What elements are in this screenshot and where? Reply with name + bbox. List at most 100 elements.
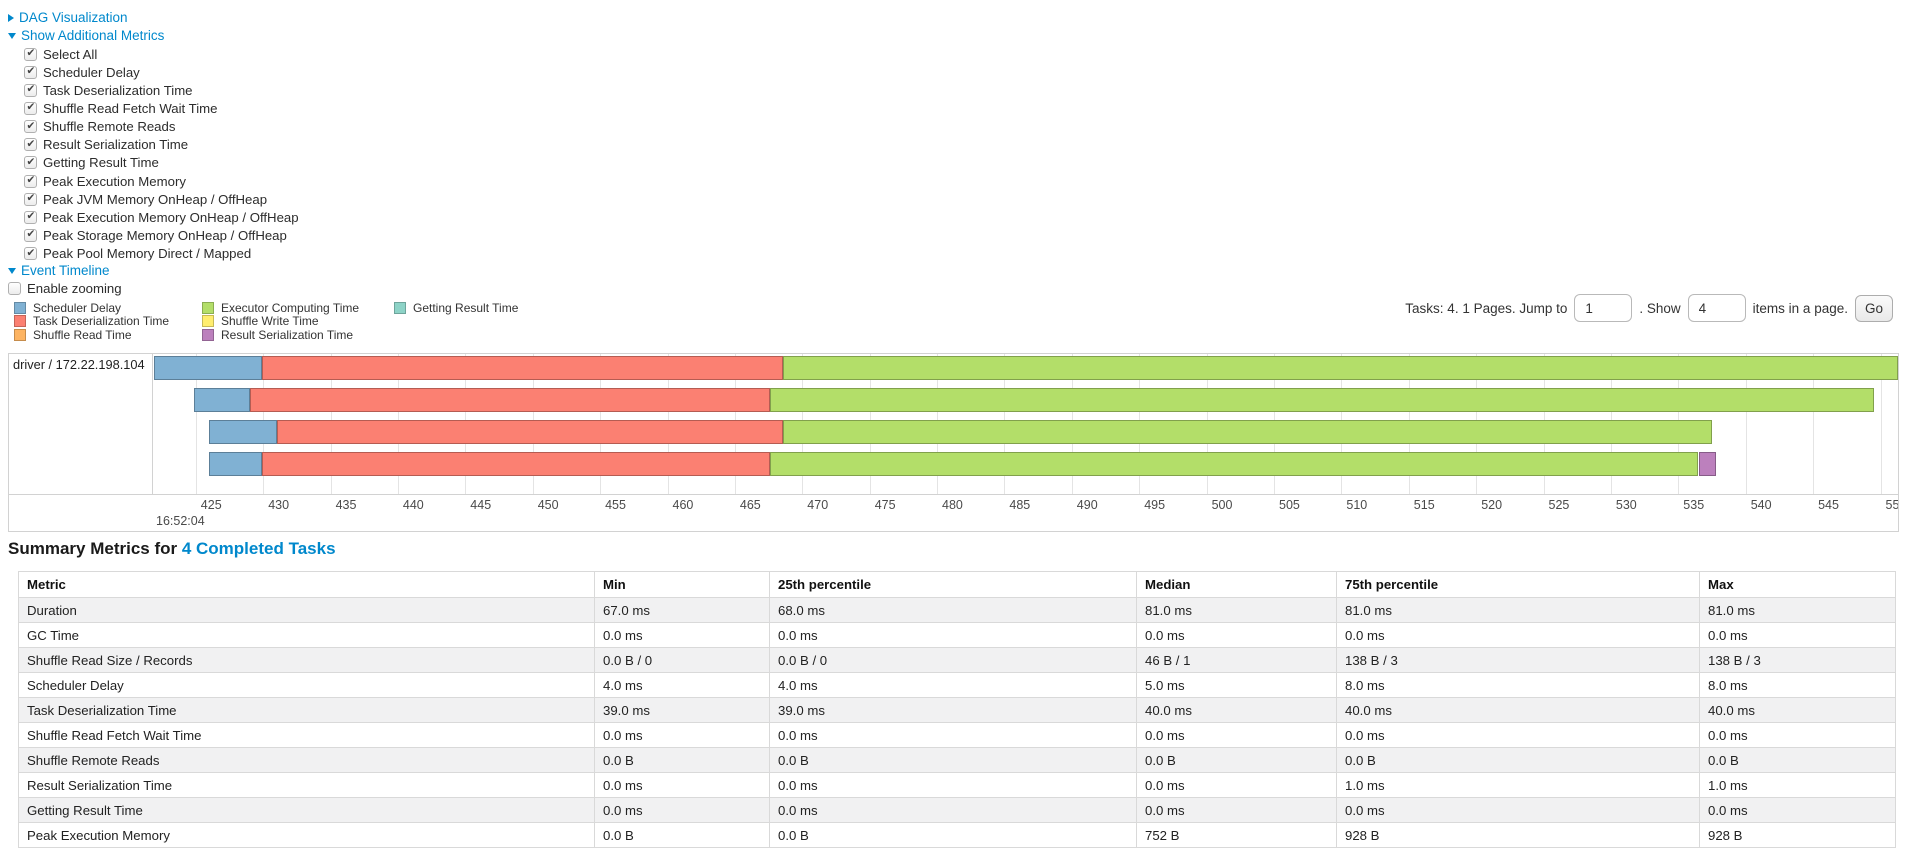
axis-tick-label: 550: [1885, 498, 1899, 512]
summary-cell: 81.0 ms: [1136, 597, 1337, 623]
metric-checkbox[interactable]: [24, 192, 37, 206]
metric-checkbox[interactable]: [24, 210, 37, 224]
axis-tick-label: 455: [605, 498, 626, 512]
metric-checkbox[interactable]: [24, 228, 37, 242]
items-per-page-input[interactable]: [1687, 294, 1746, 322]
completed-tasks-link[interactable]: 4 Completed Tasks: [181, 539, 336, 558]
task-bar-segment-executor-computing: [769, 452, 1699, 477]
summary-cell: 0.0 B: [594, 747, 770, 773]
summary-cell: 0.0 ms: [594, 772, 770, 798]
task-bar-segment-task-deserialization: [261, 452, 770, 477]
task-bar-segment-executor-computing: [783, 355, 1898, 380]
axis-tick-label: 435: [335, 498, 357, 512]
task-bar-segment-task-deserialization: [261, 355, 784, 380]
metric-checkbox-label[interactable]: Shuffle Read Fetch Wait Time: [43, 100, 218, 116]
axis-tick-label: 425: [200, 498, 222, 512]
summary-cell: Task Deserialization Time: [18, 697, 595, 723]
summary-column-header: 25th percentile: [769, 571, 1137, 598]
summary-cell: 0.0 ms: [1136, 797, 1337, 823]
axis-tick-label: 470: [807, 498, 829, 512]
metric-checkbox[interactable]: [24, 101, 37, 115]
summary-cell: Shuffle Remote Reads: [18, 747, 595, 773]
summary-table-row: Duration 67.0 ms 68.0 ms 81.0 ms 81.0 ms 81.0…: [18, 597, 1896, 623]
axis-tick-label: 440: [402, 498, 424, 512]
enable-zooming-row: Enable zooming: [8, 279, 122, 297]
metric-checkbox[interactable]: [24, 120, 37, 134]
summary-cell: 0.0 ms: [1336, 722, 1700, 748]
summary-cell: 40.0 ms: [1136, 697, 1337, 723]
summary-cell: 0.0 ms: [594, 722, 770, 748]
summary-table-row: Shuffle Read Size / Records 0.0 B / 0 0.0 …: [18, 647, 1896, 673]
axis-tick-label: 490: [1076, 498, 1098, 512]
jump-to-page-input[interactable]: [1574, 294, 1633, 322]
metric-checkbox[interactable]: [24, 174, 37, 188]
metric-checkbox-label[interactable]: Peak Pool Memory Direct / Mapped: [43, 246, 252, 262]
axis-tick-label: 445: [470, 498, 492, 512]
metric-checkbox-row: Select All: [24, 45, 299, 63]
summary-cell: 0.0 ms: [769, 772, 1137, 798]
metric-checkbox-label[interactable]: Scheduler Delay: [43, 64, 140, 80]
metric-checkbox-label[interactable]: Result Serialization Time: [43, 137, 189, 153]
metric-checkbox-label[interactable]: Peak Storage Memory OnHeap / OffHeap: [43, 227, 287, 243]
go-button[interactable]: Go: [1854, 294, 1893, 322]
metric-checkbox[interactable]: [24, 247, 37, 261]
summary-cell: 0.0 ms: [1136, 772, 1337, 798]
legend-label: Result Serialization Time: [221, 327, 354, 342]
summary-cell: 0.0 B: [1336, 747, 1700, 773]
axis-tick-label: 495: [1144, 498, 1166, 512]
axis-tick-label: 520: [1481, 498, 1503, 512]
task-bar-segment-executor-computing: [783, 420, 1712, 445]
metric-checkbox-row: Getting Result Time: [24, 154, 299, 172]
timeline-axis-line: [9, 494, 1898, 495]
summary-cell: Peak Execution Memory: [18, 822, 595, 848]
legend-label: Scheduler Delay: [33, 300, 122, 315]
summary-cell: 0.0 B: [769, 747, 1137, 773]
metric-checkbox-label[interactable]: Getting Result Time: [43, 155, 159, 171]
metric-checkbox-label[interactable]: Task Deserialization Time: [43, 82, 193, 98]
task-bar-segment-task-deserialization: [249, 387, 770, 412]
legend-item: Executor Computing Time: [202, 301, 394, 315]
summary-cell: 81.0 ms: [1336, 597, 1700, 623]
metric-checkbox-row: Peak Storage Memory OnHeap / OffHeap: [24, 226, 299, 244]
metric-checkbox[interactable]: [24, 156, 37, 170]
task-bar-segment-executor-computing: [769, 387, 1874, 412]
metric-checkbox[interactable]: [24, 47, 37, 61]
summary-column-header: 75th percentile: [1336, 571, 1700, 598]
summary-cell: 1.0 ms: [1336, 772, 1700, 798]
metric-checkbox-label[interactable]: Select All: [43, 46, 98, 62]
enable-zooming-checkbox[interactable]: [8, 281, 21, 295]
summary-cell: GC Time: [18, 622, 595, 648]
event-timeline-chart: driver / 172.22.198.104 425 430 435 440 445 4…: [8, 353, 1899, 532]
metric-checkbox[interactable]: [24, 83, 37, 97]
metric-checkbox-label[interactable]: Peak Execution Memory: [43, 173, 186, 189]
metric-checkbox-label[interactable]: Shuffle Remote Reads: [43, 119, 176, 135]
metric-checkbox-label[interactable]: Peak JVM Memory OnHeap / OffHeap: [43, 191, 268, 207]
summary-cell: 0.0 ms: [1699, 622, 1896, 648]
metric-checkbox-label[interactable]: Peak Execution Memory OnHeap / OffHeap: [43, 209, 299, 225]
summary-cell: 1.0 ms: [1699, 772, 1896, 798]
legend-swatch: [202, 301, 214, 314]
axis-tick-label: 515: [1413, 498, 1435, 512]
metric-checkbox[interactable]: [24, 138, 37, 152]
summary-cell: 928 B: [1336, 822, 1700, 848]
summary-cell: Shuffle Read Fetch Wait Time: [18, 722, 595, 748]
summary-cell: 0.0 ms: [769, 797, 1137, 823]
summary-cell: 40.0 ms: [1699, 697, 1896, 723]
collapsed-arrow-icon: [8, 13, 14, 22]
event-timeline-toggle[interactable]: Event Timeline: [8, 262, 110, 279]
enable-zooming-label[interactable]: Enable zooming: [27, 280, 122, 296]
dag-visualization-toggle[interactable]: DAG Visualization: [8, 9, 128, 26]
summary-cell: 5.0 ms: [1136, 672, 1337, 698]
show-additional-metrics-toggle[interactable]: Show Additional Metrics: [8, 27, 164, 44]
metric-checkbox-row: Peak JVM Memory OnHeap / OffHeap: [24, 190, 299, 208]
task-bar-segment-result-serialization: [1698, 452, 1716, 477]
axis-tick-label: 540: [1750, 498, 1772, 512]
legend-label: Executor Computing Time: [221, 300, 360, 315]
axis-tick-label: 545: [1818, 498, 1839, 512]
summary-cell: 928 B: [1699, 822, 1896, 848]
metric-checkbox[interactable]: [24, 65, 37, 79]
legend-swatch: [14, 315, 26, 328]
legend-swatch: [14, 301, 26, 314]
legend-item: Shuffle Write Time: [202, 314, 394, 328]
